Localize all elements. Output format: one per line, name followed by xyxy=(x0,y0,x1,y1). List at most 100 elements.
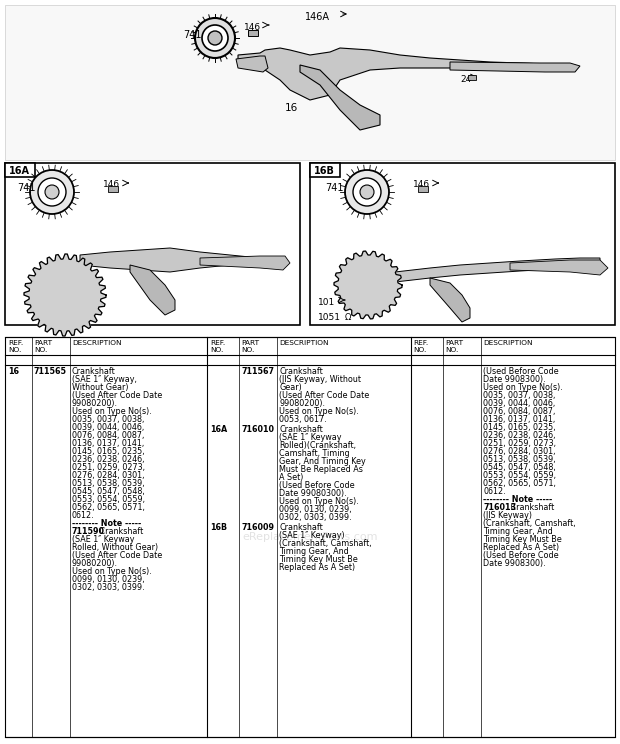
Text: DESCRIPTION: DESCRIPTION xyxy=(72,340,122,346)
Text: 741: 741 xyxy=(325,183,343,193)
Text: Used on Type No(s).: Used on Type No(s). xyxy=(279,407,359,416)
Text: 711590: 711590 xyxy=(72,527,105,536)
Text: 0545, 0547, 0548,: 0545, 0547, 0548, xyxy=(483,463,556,472)
Polygon shape xyxy=(236,56,268,72)
Text: 99080200).: 99080200). xyxy=(279,399,325,408)
Polygon shape xyxy=(430,278,470,322)
Text: -------- Note -----: -------- Note ----- xyxy=(72,519,141,528)
Text: 16B: 16B xyxy=(210,523,227,532)
Text: NO.: NO. xyxy=(8,347,21,353)
Text: (SAE 1″ Keyway): (SAE 1″ Keyway) xyxy=(279,531,345,540)
Bar xyxy=(310,163,340,177)
Text: 0562, 0565, 0571,: 0562, 0565, 0571, xyxy=(72,503,145,512)
Text: Crankshaft: Crankshaft xyxy=(279,523,323,532)
Ellipse shape xyxy=(51,280,79,310)
Text: Crankshaft: Crankshaft xyxy=(279,367,323,376)
Ellipse shape xyxy=(38,178,66,206)
Ellipse shape xyxy=(45,185,59,199)
Ellipse shape xyxy=(356,273,380,297)
Text: Rolled)(Crankshaft,: Rolled)(Crankshaft, xyxy=(279,441,356,450)
Text: 0236, 0238, 0246,: 0236, 0238, 0246, xyxy=(72,455,144,464)
Text: 741: 741 xyxy=(17,183,35,193)
Text: (Used After Code Date: (Used After Code Date xyxy=(279,391,370,400)
Bar xyxy=(310,163,615,325)
Text: 0276, 0284, 0301,: 0276, 0284, 0301, xyxy=(72,471,144,480)
Text: REF.: REF. xyxy=(8,340,24,346)
Text: 0302, 0303, 0399.: 0302, 0303, 0399. xyxy=(72,583,144,592)
Text: Replaced As A Set): Replaced As A Set) xyxy=(483,543,559,552)
Text: 0302, 0303, 0399.: 0302, 0303, 0399. xyxy=(279,513,352,522)
Text: 0039, 0044, 0046,: 0039, 0044, 0046, xyxy=(483,399,556,408)
Bar xyxy=(108,186,118,192)
Text: 0513, 0538, 0539,: 0513, 0538, 0539, xyxy=(483,455,556,464)
Text: 0513, 0538, 0539,: 0513, 0538, 0539, xyxy=(72,479,144,488)
Text: 711565: 711565 xyxy=(34,367,67,376)
Polygon shape xyxy=(334,251,402,319)
Text: 0076, 0084, 0087,: 0076, 0084, 0087, xyxy=(72,431,144,440)
Text: Replaced As A Set): Replaced As A Set) xyxy=(279,563,355,572)
Text: Date 9908300).: Date 9908300). xyxy=(483,559,546,568)
Text: 16A: 16A xyxy=(210,425,228,434)
Text: PART: PART xyxy=(34,340,52,346)
Text: 16: 16 xyxy=(285,103,298,113)
Text: Used on Type No(s).: Used on Type No(s). xyxy=(72,567,152,576)
Bar xyxy=(418,186,428,192)
Polygon shape xyxy=(510,260,608,275)
Text: 716010: 716010 xyxy=(241,425,274,434)
Text: Crankshaft: Crankshaft xyxy=(508,503,554,512)
Text: Used on Type No(s).: Used on Type No(s). xyxy=(279,497,359,506)
Ellipse shape xyxy=(345,170,389,214)
Text: DESCRIPTION: DESCRIPTION xyxy=(483,340,533,346)
Text: (Used Before Code: (Used Before Code xyxy=(483,367,559,376)
Text: REF.: REF. xyxy=(413,340,428,346)
Text: (Crankshaft, Camshaft,: (Crankshaft, Camshaft, xyxy=(483,519,575,528)
Text: Crankshaft: Crankshaft xyxy=(72,367,116,376)
Text: (SAE 1″ Keyway,: (SAE 1″ Keyway, xyxy=(72,375,137,384)
Polygon shape xyxy=(238,48,570,100)
Ellipse shape xyxy=(353,178,381,206)
Text: Timing Key Must Be: Timing Key Must Be xyxy=(483,535,562,544)
Bar xyxy=(5,163,35,177)
Polygon shape xyxy=(450,62,580,72)
Text: Crankshaft: Crankshaft xyxy=(279,425,323,434)
Text: (JIS Keyway): (JIS Keyway) xyxy=(483,511,532,520)
Bar xyxy=(248,30,258,36)
Text: Used on Type No(s).: Used on Type No(s). xyxy=(72,407,152,416)
Text: NO.: NO. xyxy=(34,347,47,353)
Text: 0145, 0165, 0235,: 0145, 0165, 0235, xyxy=(483,423,556,432)
Text: 0251, 0259, 0273,: 0251, 0259, 0273, xyxy=(483,439,556,448)
Text: 1051: 1051 xyxy=(318,313,341,322)
Text: REF.: REF. xyxy=(210,340,225,346)
Text: Camshaft, Timing: Camshaft, Timing xyxy=(279,449,350,458)
Text: 99080200).: 99080200). xyxy=(72,399,118,408)
Text: 0099, 0130, 0239,: 0099, 0130, 0239, xyxy=(279,505,352,514)
Text: 24: 24 xyxy=(460,75,471,84)
Text: A Set): A Set) xyxy=(279,473,303,482)
Text: 146: 146 xyxy=(103,180,120,189)
Text: 0612.: 0612. xyxy=(483,487,506,496)
Text: (SAE 1″ Keyway: (SAE 1″ Keyway xyxy=(72,535,135,544)
Text: NO.: NO. xyxy=(241,347,254,353)
Bar xyxy=(468,75,476,80)
Polygon shape xyxy=(80,248,280,272)
Text: 16: 16 xyxy=(8,367,19,376)
Text: (Used Before Code: (Used Before Code xyxy=(279,481,355,490)
Text: 0276, 0284, 0301,: 0276, 0284, 0301, xyxy=(483,447,556,456)
Text: NO.: NO. xyxy=(413,347,427,353)
Text: DESCRIPTION: DESCRIPTION xyxy=(279,340,329,346)
Text: (Used Before Code: (Used Before Code xyxy=(483,551,559,560)
Text: 146: 146 xyxy=(413,180,430,189)
Text: 0099, 0130, 0239,: 0099, 0130, 0239, xyxy=(72,575,144,584)
Polygon shape xyxy=(130,265,175,315)
Text: 0035, 0037, 0038,: 0035, 0037, 0038, xyxy=(72,415,144,424)
Text: 146A: 146A xyxy=(305,12,330,22)
Text: 0545, 0547, 0548,: 0545, 0547, 0548, xyxy=(72,487,144,496)
Polygon shape xyxy=(24,254,106,336)
Text: PART: PART xyxy=(241,340,259,346)
Text: Timing Gear, And: Timing Gear, And xyxy=(483,527,553,536)
Text: Without Gear): Without Gear) xyxy=(72,383,128,392)
Bar xyxy=(5,337,615,737)
Polygon shape xyxy=(395,258,600,282)
Text: 0053, 0617.: 0053, 0617. xyxy=(279,415,327,424)
Bar xyxy=(5,163,300,325)
